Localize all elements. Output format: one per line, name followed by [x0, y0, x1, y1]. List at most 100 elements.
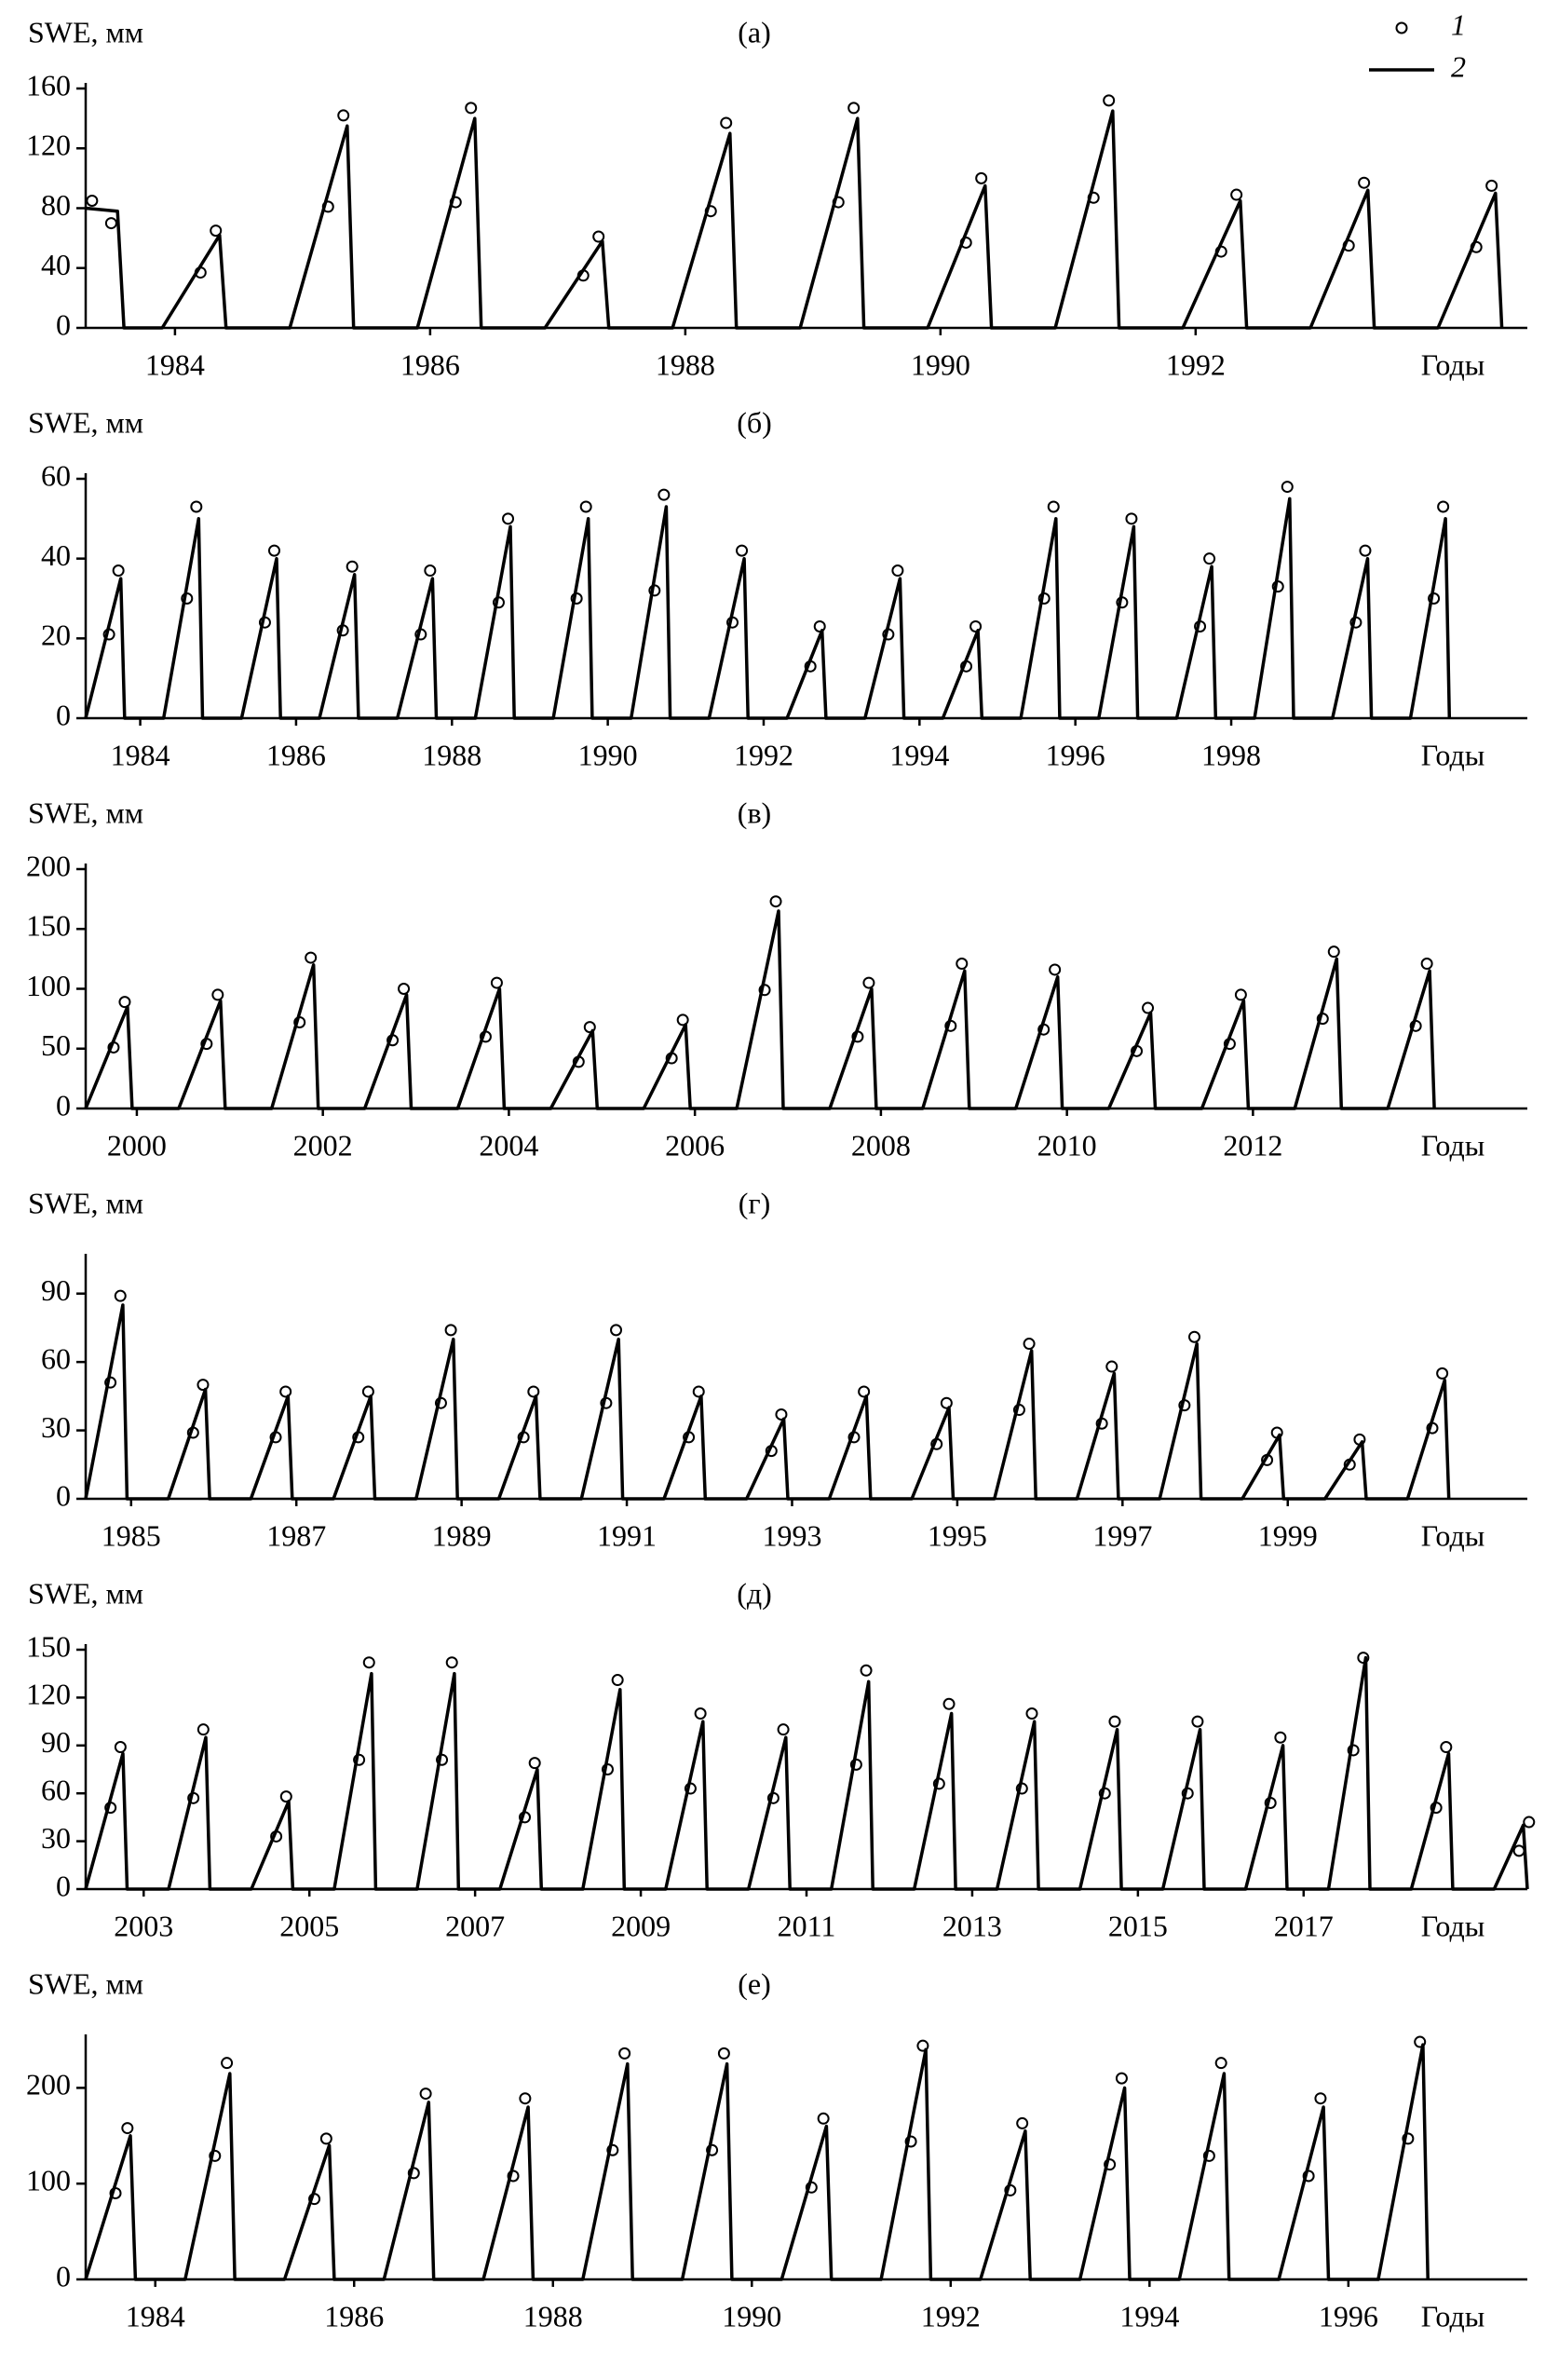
observed-point [775, 1408, 788, 1421]
legend-label: 1 [1451, 7, 1466, 41]
observed-point [860, 1664, 873, 1677]
observed-point [1142, 1001, 1155, 1014]
observed-point [1047, 500, 1060, 513]
x-tick-label: 1986 [324, 2299, 384, 2332]
x-axis-label: Годы [1421, 1909, 1485, 1942]
observed-point [502, 512, 515, 525]
observed-point [398, 983, 411, 995]
x-tick-label: 2015 [1108, 1909, 1168, 1942]
observed-point [1420, 958, 1433, 971]
x-tick-label: 1991 [597, 1518, 657, 1552]
y-tick-label: 0 [56, 307, 71, 341]
y-axis-label: SWE, мм [28, 796, 143, 829]
x-axis-label: Годы [1421, 2299, 1485, 2332]
observed-point [519, 2092, 532, 2105]
observed-point [1023, 1338, 1036, 1351]
observed-point [817, 2112, 830, 2125]
y-tick-label: 160 [26, 68, 71, 102]
observed-point [1105, 1360, 1118, 1373]
y-tick-label: 0 [56, 1478, 71, 1512]
observed-point [676, 1013, 689, 1027]
x-tick-label: 1996 [1319, 2299, 1378, 2332]
y-tick-label: 30 [41, 1410, 71, 1444]
observed-point [956, 958, 969, 971]
observed-point [1234, 988, 1247, 1001]
observed-point [769, 895, 782, 908]
x-tick-label: 2004 [479, 1128, 538, 1162]
x-tick-label: 2011 [778, 1909, 836, 1942]
x-tick-label: 1998 [1201, 738, 1261, 771]
simulated-line [84, 496, 1452, 720]
observed-point [1049, 963, 1062, 976]
observed-point [1103, 94, 1116, 107]
observed-point [858, 1385, 871, 1398]
x-tick-label: 1992 [1166, 347, 1226, 381]
y-tick-label: 40 [41, 538, 71, 572]
observed-point [1191, 1715, 1204, 1728]
observed-point [1025, 1707, 1038, 1720]
x-tick-label: 2005 [279, 1909, 339, 1942]
legend-label: 2 [1451, 49, 1466, 83]
x-tick-label: 1993 [762, 1518, 821, 1552]
observed-point [104, 217, 117, 230]
x-tick-label: 2013 [942, 1909, 1002, 1942]
x-tick-label: 2017 [1274, 1909, 1334, 1942]
x-tick-label: 1995 [928, 1518, 987, 1552]
observed-point [720, 116, 733, 129]
observed-point [279, 1790, 292, 1803]
panel-title: (в) [738, 796, 771, 829]
observed-point [528, 1757, 541, 1770]
observed-point [847, 102, 861, 115]
observed-point [210, 224, 223, 238]
legend-marker [1395, 21, 1408, 34]
observed-point [891, 564, 904, 578]
panel-title: (е) [738, 1966, 771, 2000]
panel-title: (а) [738, 15, 771, 48]
x-tick-label: 1988 [656, 347, 715, 381]
panel-title: (г) [739, 1186, 770, 1219]
observed-point [444, 1324, 457, 1337]
observed-point [190, 500, 203, 513]
observed-point [1203, 552, 1216, 565]
observed-point [319, 2132, 332, 2145]
observed-point [1187, 1330, 1200, 1343]
y-tick-label: 200 [26, 849, 71, 882]
x-tick-label: 2012 [1223, 1128, 1282, 1162]
x-tick-label: 1984 [126, 2299, 185, 2332]
y-tick-label: 60 [41, 458, 71, 492]
observed-point [862, 976, 875, 989]
x-tick-label: 1994 [889, 738, 949, 771]
observed-point [1016, 2116, 1029, 2129]
x-tick-label: 1992 [734, 738, 793, 771]
simulated-line [85, 109, 1504, 330]
x-tick-label: 1989 [432, 1518, 492, 1552]
x-tick-label: 1986 [266, 738, 326, 771]
y-tick-label: 100 [26, 2164, 71, 2197]
observed-point [1125, 512, 1138, 525]
y-axis-label: SWE, мм [28, 1576, 143, 1610]
panel: SWE, мм (г) Годы 0 30 60 90 1985 1987 1989 1991 199… [28, 1186, 1527, 1552]
observed-point [657, 488, 671, 501]
x-tick-label: 1994 [1119, 2299, 1179, 2332]
observed-point [1485, 179, 1498, 192]
observed-point [1314, 2092, 1327, 2105]
simulated-line [84, 909, 1436, 1110]
observed-point [592, 230, 605, 243]
observed-point [112, 564, 125, 578]
x-tick-label: 2010 [1037, 1128, 1097, 1162]
y-tick-label: 80 [41, 188, 71, 222]
x-tick-label: 1988 [523, 2299, 583, 2332]
observed-point [1115, 2072, 1128, 2085]
observed-point [527, 1385, 540, 1398]
panel: SWE, мм (в) Годы 0 50 100 150 200 2000 2002 2004 20… [26, 796, 1527, 1162]
x-tick-label: 2006 [665, 1128, 725, 1162]
x-tick-label: 2002 [293, 1128, 353, 1162]
observed-point [490, 976, 503, 989]
simulated-line [84, 2043, 1430, 2281]
y-tick-label: 0 [56, 1869, 71, 1902]
y-axis-label: SWE, мм [28, 15, 143, 48]
x-tick-label: 2000 [107, 1128, 167, 1162]
observed-point [717, 2047, 730, 2060]
observed-point [610, 1324, 623, 1337]
